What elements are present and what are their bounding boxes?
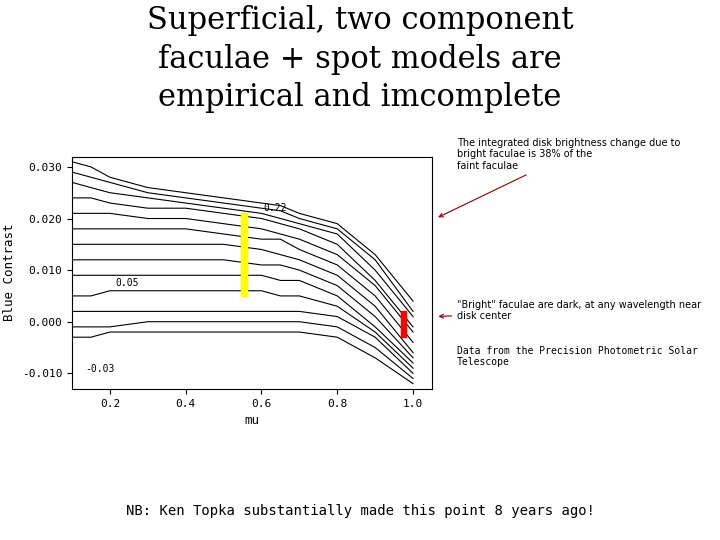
Text: "Bright" faculae are dark, at any wavelength near
disk center: "Bright" faculae are dark, at any wavele… <box>440 300 701 321</box>
Text: Data from the Precision Photometric Solar
Telescope: Data from the Precision Photometric Sola… <box>457 346 698 367</box>
Text: 0.05: 0.05 <box>116 278 139 288</box>
Bar <box>401 312 406 337</box>
Text: The integrated disk brightness change due to
bright faculae is 38% of the
faint : The integrated disk brightness change du… <box>439 138 680 217</box>
Text: Superficial, two component
faculae + spot models are
empirical and imcomplete: Superficial, two component faculae + spo… <box>147 5 573 113</box>
Text: -0.03: -0.03 <box>85 364 114 374</box>
Y-axis label: Blue Contrast: Blue Contrast <box>3 224 17 321</box>
X-axis label: mu: mu <box>245 414 259 427</box>
Text: NB: Ken Topka substantially made this point 8 years ago!: NB: Ken Topka substantially made this po… <box>125 504 595 518</box>
Bar <box>241 270 248 296</box>
Text: 0.22: 0.22 <box>264 203 287 213</box>
Bar <box>241 213 248 270</box>
